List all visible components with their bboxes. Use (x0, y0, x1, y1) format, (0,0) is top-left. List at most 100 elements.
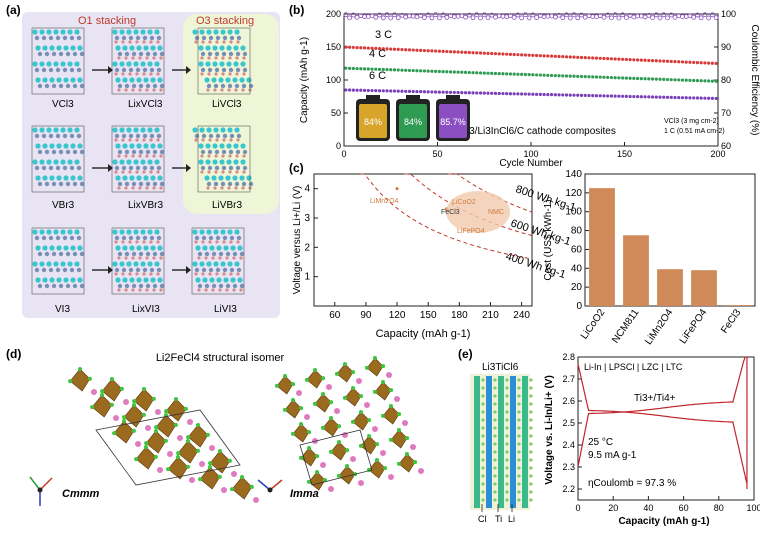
v-atom (122, 175, 128, 181)
ce-point (440, 12, 446, 18)
li-atom (208, 138, 212, 142)
ce-point (392, 12, 397, 18)
v-atom (49, 143, 55, 149)
v-atom (140, 29, 146, 35)
y-tick-label: 60 (571, 244, 583, 255)
cl-atom (505, 490, 509, 494)
li-atom (149, 40, 153, 44)
cl-atom (306, 479, 311, 484)
cl-atom (345, 464, 349, 468)
v-atom (226, 45, 232, 51)
ce-point (541, 14, 547, 20)
v-atom (227, 127, 233, 133)
cl-atom (87, 376, 92, 381)
li-atom (159, 88, 163, 92)
capacity-point (579, 74, 584, 79)
x-tick-label: 80 (714, 503, 724, 513)
v-atom (147, 61, 153, 67)
halide-atom (128, 165, 134, 171)
v-atom (53, 159, 59, 165)
cl-atom (163, 438, 168, 443)
li-atom (206, 186, 210, 190)
li-atom (214, 154, 218, 158)
v-atom (154, 261, 160, 267)
li-atom (149, 170, 153, 174)
halide-atom (44, 251, 50, 257)
capacity-point (520, 53, 524, 57)
cl-atom (336, 473, 341, 478)
li-atom (221, 72, 225, 76)
halide-atom (131, 251, 137, 257)
ce-point (702, 12, 708, 18)
cl-atom (185, 464, 190, 469)
y-tick-label: 150 (326, 42, 341, 52)
panel-d-title: Li2FeCl4 structural isomer (156, 352, 285, 364)
v-atom (67, 159, 73, 165)
cl-atom (481, 378, 485, 382)
cl-atom (505, 458, 509, 462)
halide-atom (62, 165, 68, 171)
halide-atom (79, 149, 85, 155)
x-tick-label: 120 (389, 310, 406, 321)
capacity-point (415, 89, 419, 94)
cl-atom (517, 474, 521, 478)
halide-atom (51, 149, 57, 155)
capacity-point (658, 59, 662, 63)
halide-atom (232, 283, 238, 289)
capacity-point (482, 71, 486, 75)
capacity-point (549, 54, 554, 58)
v-atom (239, 77, 245, 83)
anno-licoo2: LiCoO2 (452, 199, 476, 206)
capacity-point (493, 71, 498, 76)
category-label: LiFePO4 (678, 307, 710, 346)
capacity-point (692, 96, 696, 100)
li-atom (214, 72, 218, 76)
y2-tick-label: 60 (721, 141, 731, 151)
capacity-point (606, 57, 610, 61)
li-atom (372, 426, 378, 432)
li-atom (121, 240, 125, 244)
capacity-point (389, 89, 393, 93)
v-atom (74, 261, 80, 267)
li-atom (135, 170, 139, 174)
ce-point (601, 14, 607, 20)
cl-atom (315, 454, 320, 459)
capacity-point (557, 93, 561, 97)
battery-yellow-label: 84% (364, 117, 382, 127)
li-atom (149, 272, 153, 276)
cl-atom (529, 458, 533, 462)
li-atom (124, 288, 128, 292)
v-atom (154, 229, 160, 235)
li-atom (204, 256, 208, 260)
v-atom (77, 45, 83, 51)
capacity-point (587, 93, 591, 98)
halide-atom (235, 67, 241, 73)
capacity-point (568, 74, 572, 78)
cl-atom (173, 422, 178, 427)
li-atom (156, 170, 160, 174)
halide-atom (200, 51, 206, 57)
capacity-point (535, 53, 539, 58)
cl-atom (517, 498, 521, 502)
ce-point (657, 15, 663, 21)
capacity-point (549, 73, 554, 78)
cl-atom (481, 434, 485, 438)
v-atom (234, 261, 240, 267)
capacity-point (419, 90, 423, 94)
capacity-point (348, 45, 352, 49)
halide-atom (44, 181, 50, 187)
v-atom (35, 45, 41, 51)
halide-atom (222, 235, 228, 241)
v-atom (133, 127, 139, 133)
li-atom (380, 450, 386, 456)
li3ticl6-title: Li3TiCl6 (482, 362, 519, 373)
capacity-point (635, 58, 640, 62)
cl-atom (529, 498, 533, 502)
ce-point (354, 14, 360, 20)
v-atom (219, 45, 225, 51)
capacity-point (448, 70, 453, 74)
li-atom (131, 154, 135, 158)
li-atom (114, 72, 118, 76)
cl-atom (493, 482, 497, 486)
